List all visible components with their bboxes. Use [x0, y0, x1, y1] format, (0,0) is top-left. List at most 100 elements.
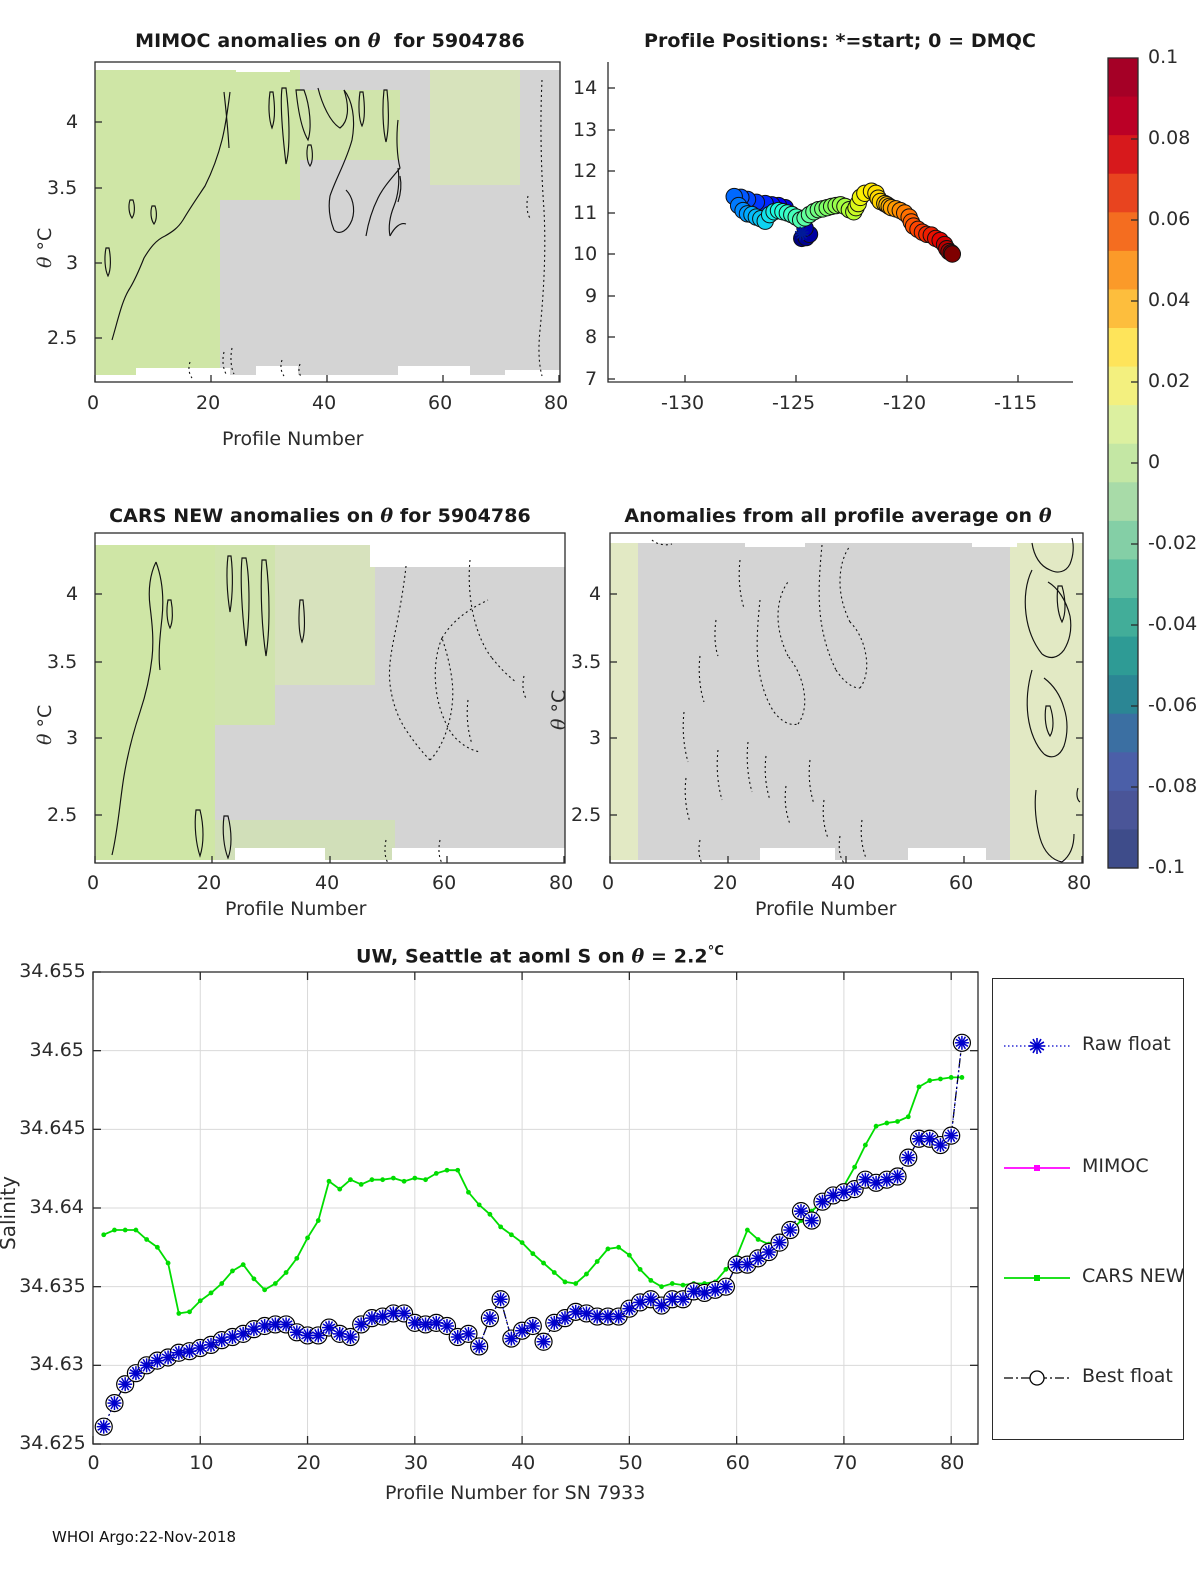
raw-float-marker[interactable] [579, 1306, 594, 1321]
raw-float-marker[interactable] [343, 1330, 358, 1345]
colorbar-swatch [1108, 482, 1138, 522]
raw-float-marker[interactable] [214, 1333, 229, 1348]
theta-symbol: θ [631, 945, 645, 968]
raw-float-marker[interactable] [772, 1235, 787, 1250]
cars-new-point [723, 1266, 729, 1272]
raw-float-marker[interactable] [611, 1309, 626, 1324]
mimoc-ytick-3.5: 3.5 [47, 177, 78, 199]
raw-float-marker[interactable] [193, 1341, 208, 1356]
raw-float-marker[interactable] [386, 1306, 401, 1321]
raw-float-marker[interactable] [139, 1358, 154, 1373]
allprofile-xtick-60: 60 [949, 872, 974, 894]
raw-float-marker[interactable] [600, 1309, 615, 1324]
raw-float-marker[interactable] [847, 1182, 862, 1197]
raw-float-marker[interactable] [397, 1306, 412, 1321]
raw-float-marker[interactable] [547, 1315, 562, 1330]
raw-float-marker[interactable] [182, 1344, 197, 1359]
raw-float-marker[interactable] [536, 1334, 551, 1349]
raw-float-marker[interactable] [96, 1419, 111, 1434]
raw-float-marker[interactable] [440, 1319, 454, 1333]
cars-ytick-3: 3 [66, 727, 79, 749]
raw-float-marker[interactable] [525, 1319, 540, 1333]
raw-float-marker[interactable] [568, 1304, 583, 1319]
raw-float-marker[interactable] [257, 1319, 272, 1333]
raw-float-marker[interactable] [279, 1317, 294, 1332]
raw-float-marker[interactable] [504, 1331, 519, 1346]
cars-xaxis-label: Profile Number [225, 898, 367, 920]
raw-float-marker[interactable] [407, 1315, 422, 1330]
raw-float-marker[interactable] [558, 1311, 572, 1326]
raw-float-marker[interactable] [300, 1328, 315, 1343]
raw-float-marker[interactable] [933, 1138, 948, 1153]
cars-new-point [122, 1227, 128, 1233]
positions-plot-svg [607, 62, 1073, 383]
raw-float-marker[interactable] [761, 1245, 776, 1260]
raw-float-marker[interactable] [482, 1311, 497, 1326]
profile-position-marker[interactable] [943, 245, 962, 263]
colorbar-swatch [1108, 289, 1138, 329]
raw-float-marker[interactable] [815, 1194, 830, 1209]
salinity-xtick: 30 [403, 1452, 428, 1474]
raw-float-marker[interactable] [128, 1366, 143, 1381]
salinity-xtick: 10 [189, 1452, 214, 1474]
cars-new-point [423, 1177, 428, 1183]
raw-float-marker[interactable] [954, 1035, 969, 1050]
salinity-yaxis-label: Salinity [0, 1176, 20, 1250]
cars-new-point [112, 1227, 117, 1233]
raw-float-marker[interactable] [354, 1317, 369, 1332]
raw-float-marker[interactable] [836, 1185, 851, 1200]
raw-float-marker[interactable] [107, 1396, 122, 1411]
raw-float-marker[interactable] [590, 1309, 605, 1324]
raw-float-marker[interactable] [364, 1311, 379, 1326]
raw-float-marker[interactable] [472, 1339, 487, 1354]
raw-float-marker[interactable] [912, 1131, 926, 1146]
raw-float-marker[interactable] [740, 1257, 755, 1272]
colorbar-swatch [1108, 752, 1138, 792]
pos-xtick-m120: -120 [883, 392, 927, 414]
raw-float-marker[interactable] [236, 1326, 251, 1341]
cars-new-point [594, 1259, 600, 1264]
raw-float-marker[interactable] [204, 1337, 218, 1352]
raw-float-marker[interactable] [718, 1279, 733, 1294]
raw-float-marker[interactable] [225, 1330, 240, 1345]
raw-float-marker[interactable] [311, 1328, 326, 1343]
raw-float-marker[interactable] [150, 1353, 165, 1368]
cars-new-point [755, 1237, 761, 1242]
raw-float-marker[interactable] [944, 1128, 959, 1143]
raw-float-marker[interactable] [783, 1223, 798, 1238]
colorbar-svg [1107, 57, 1139, 869]
raw-float-marker[interactable] [676, 1292, 690, 1307]
raw-float-marker[interactable] [804, 1213, 819, 1228]
raw-float-marker[interactable] [418, 1317, 433, 1332]
raw-float-marker[interactable] [493, 1292, 508, 1307]
raw-float-marker[interactable] [901, 1150, 916, 1165]
raw-float-marker[interactable] [686, 1284, 701, 1299]
raw-float-marker[interactable] [622, 1301, 637, 1316]
raw-float-marker[interactable] [794, 1204, 808, 1219]
raw-float-marker[interactable] [751, 1251, 766, 1266]
allprofile-xtick-80: 80 [1067, 872, 1092, 894]
cars-new-point [197, 1298, 203, 1304]
allprofile-ytick-2.5: 2.5 [571, 804, 602, 826]
raw-float-marker[interactable] [332, 1326, 347, 1341]
cars-new-point [852, 1164, 858, 1170]
raw-float-marker[interactable] [890, 1169, 905, 1184]
raw-float-marker[interactable] [429, 1315, 444, 1330]
raw-float-marker[interactable] [515, 1323, 530, 1338]
cars-new-point [315, 1218, 321, 1223]
raw-float-marker[interactable] [922, 1131, 937, 1146]
cars-new-point [873, 1123, 879, 1129]
raw-float-marker[interactable] [697, 1285, 712, 1300]
raw-float-marker[interactable] [322, 1320, 336, 1335]
raw-float-marker[interactable] [246, 1322, 261, 1337]
raw-float-marker[interactable] [643, 1292, 658, 1307]
salinity-ytick: 34.655 [19, 960, 86, 982]
colorbar-swatch [1108, 405, 1138, 445]
raw-float-marker[interactable] [268, 1317, 283, 1332]
raw-float-marker[interactable] [118, 1377, 133, 1392]
raw-float-marker[interactable] [161, 1350, 176, 1365]
raw-float-marker[interactable] [461, 1326, 476, 1341]
cars-new-point [369, 1177, 375, 1183]
raw-float-marker[interactable] [654, 1298, 669, 1313]
raw-float-marker[interactable] [171, 1345, 186, 1360]
